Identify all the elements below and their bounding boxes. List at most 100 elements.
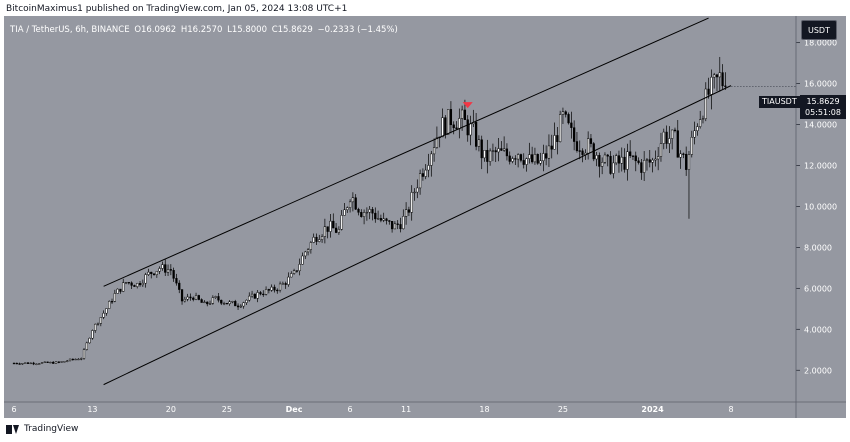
candle-down bbox=[567, 114, 570, 124]
candle-up bbox=[542, 153, 545, 161]
candle-down bbox=[449, 109, 453, 126]
candle-up bbox=[102, 312, 105, 318]
candle-up bbox=[340, 215, 343, 230]
candle-up bbox=[278, 283, 282, 291]
candle-up bbox=[116, 288, 119, 294]
candle-down bbox=[508, 155, 511, 162]
candle-up bbox=[393, 223, 397, 230]
candle-up bbox=[166, 269, 170, 273]
candle-up bbox=[292, 270, 296, 274]
candle-down bbox=[273, 286, 276, 291]
candle-down bbox=[640, 162, 643, 173]
candle-up bbox=[690, 136, 693, 155]
candle-up bbox=[460, 109, 464, 119]
candle-up bbox=[446, 109, 450, 135]
ohlc-high: H16.2570 bbox=[180, 25, 223, 35]
candle-up bbox=[113, 293, 116, 302]
candle-up bbox=[318, 239, 321, 242]
time-axis-area[interactable] bbox=[4, 402, 846, 418]
candle-down bbox=[71, 358, 74, 361]
candle-down bbox=[150, 271, 153, 274]
candle-up bbox=[410, 192, 413, 213]
symbol-name[interactable]: TIA / TetherUS, 6h, BINANCE bbox=[10, 25, 130, 35]
candle-up bbox=[469, 123, 472, 136]
candle-up bbox=[547, 145, 551, 159]
candle-down bbox=[197, 295, 200, 300]
candle-up bbox=[68, 358, 72, 362]
candle-up bbox=[239, 305, 242, 308]
candle-down bbox=[536, 154, 539, 164]
candle-down bbox=[519, 154, 523, 161]
candle-down bbox=[284, 283, 287, 285]
candle-up bbox=[208, 303, 212, 305]
candle-down bbox=[236, 305, 240, 308]
candle-down bbox=[685, 153, 688, 170]
candle-up bbox=[413, 191, 416, 194]
candle-down bbox=[206, 301, 209, 305]
candle-up bbox=[489, 150, 492, 162]
candle-down bbox=[486, 150, 489, 162]
candle-up bbox=[96, 323, 100, 325]
candle-up bbox=[603, 154, 607, 163]
candle-up bbox=[309, 242, 312, 250]
candle-up bbox=[63, 361, 66, 363]
candle-up bbox=[306, 249, 310, 253]
candle-up bbox=[287, 276, 290, 285]
candle-up bbox=[49, 361, 52, 364]
candle-up bbox=[528, 154, 531, 159]
candle-up bbox=[250, 293, 254, 297]
candle-up bbox=[533, 154, 537, 163]
candle-up bbox=[718, 72, 721, 78]
candle-up bbox=[654, 158, 657, 161]
candle-down bbox=[421, 173, 425, 177]
candle-up bbox=[211, 297, 214, 304]
candle-up bbox=[24, 362, 27, 364]
candle-up bbox=[346, 207, 349, 211]
candle-down bbox=[637, 160, 640, 163]
down-arrow-marker-icon bbox=[462, 102, 473, 109]
price-axis-area[interactable] bbox=[796, 16, 846, 402]
candles-group bbox=[12, 56, 727, 366]
currency-button[interactable]: USDT bbox=[801, 20, 837, 40]
candle-down bbox=[570, 122, 573, 128]
y-axis-ticks: 2.0000 4.0000 6.0000 8.0000 10.0000 12.0000 14… bbox=[796, 39, 837, 375]
candle-up bbox=[105, 308, 108, 314]
channel-lines bbox=[103, 17, 732, 386]
candle-up bbox=[713, 74, 716, 78]
candle-up bbox=[228, 301, 231, 304]
candle-up bbox=[657, 156, 660, 160]
candle-down bbox=[295, 270, 298, 272]
candle-up bbox=[245, 299, 248, 303]
candle-up bbox=[483, 150, 486, 159]
x-tick-label: 2024 bbox=[641, 405, 664, 414]
candle-up bbox=[66, 360, 69, 362]
tradingview-logo-icon bbox=[6, 424, 20, 434]
candle-down bbox=[354, 197, 357, 210]
candle-down bbox=[225, 302, 228, 305]
candle-up bbox=[435, 137, 439, 148]
candle-up bbox=[458, 118, 461, 130]
candle-up bbox=[351, 197, 355, 203]
candle-down bbox=[629, 151, 632, 157]
candle-down bbox=[130, 282, 133, 286]
candle-down bbox=[673, 129, 677, 132]
candle-up bbox=[337, 229, 341, 233]
candle-up bbox=[427, 165, 430, 171]
lower-channel-line bbox=[103, 85, 732, 386]
candle-down bbox=[475, 122, 478, 147]
candle-up bbox=[525, 158, 528, 165]
footer-brand[interactable]: TradingView bbox=[6, 424, 78, 434]
plot-area[interactable] bbox=[4, 16, 796, 402]
candle-up bbox=[222, 302, 226, 305]
candle-down bbox=[505, 148, 509, 157]
candle-down bbox=[531, 154, 534, 163]
candle-up bbox=[77, 358, 80, 361]
candle-up bbox=[662, 131, 665, 144]
y-tick-label: 8.0000 bbox=[804, 243, 832, 252]
candle-up bbox=[323, 226, 326, 237]
candle-down bbox=[119, 288, 122, 292]
candle-down bbox=[676, 130, 679, 158]
candle-down bbox=[110, 301, 114, 303]
candle-up bbox=[80, 358, 83, 360]
